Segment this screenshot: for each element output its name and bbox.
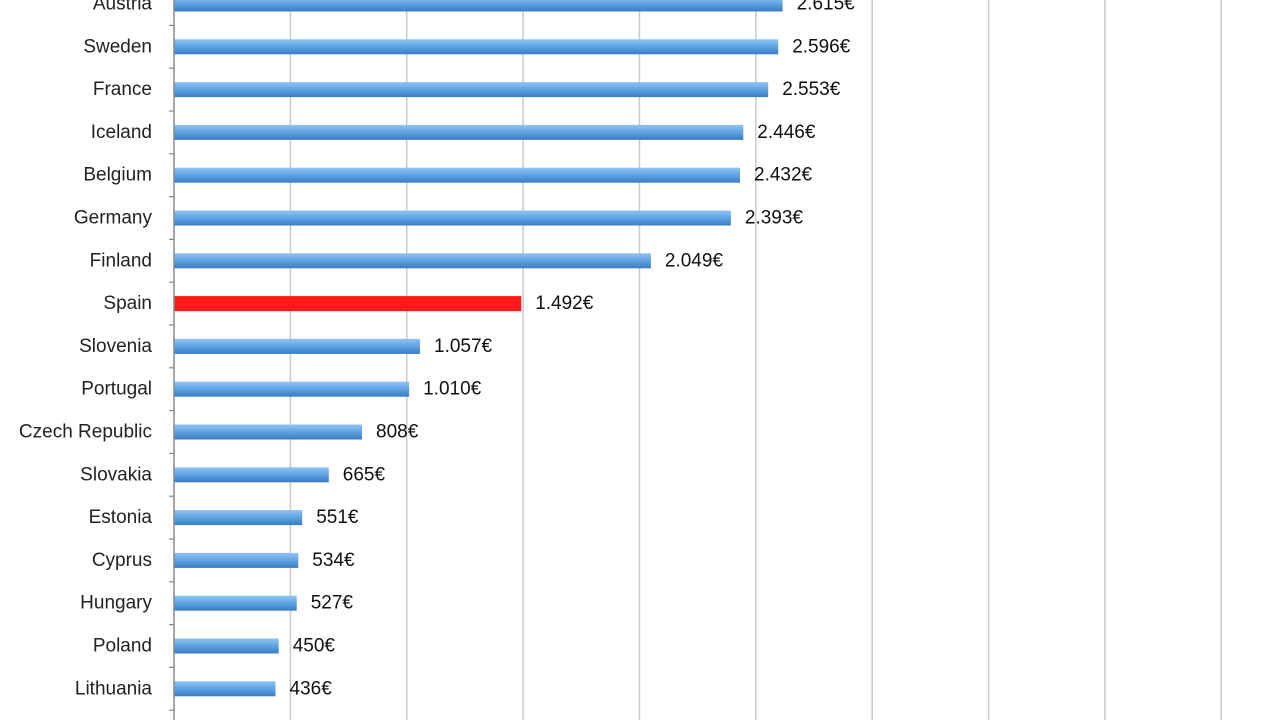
category-label: Belgium [83,165,152,186]
category-label: France [93,79,152,100]
value-label: 2.432€ [754,165,813,186]
value-label: 1.057€ [434,336,493,357]
category-label: Poland [93,636,152,657]
category-label: Czech Republic [19,422,152,443]
grid-lines [289,0,1223,720]
value-label: 2.446€ [757,122,816,143]
labels: Austria 2.615€ Sweden 2.596€ France 2.553€ Ice… [19,0,855,699]
bar-poland [174,638,279,654]
category-label: Lithuania [75,678,153,699]
bar-iceland [174,124,744,140]
bar-austria [174,0,783,12]
value-label: 808€ [376,422,419,443]
category-label: Germany [74,208,153,229]
category-label: Cyprus [92,550,152,571]
category-label: Finland [90,250,152,271]
value-label: 2.049€ [665,250,724,271]
bar-hungary [174,595,297,611]
bar-czech-republic [174,424,362,440]
value-label: 450€ [293,636,336,657]
bar-spain [174,296,522,312]
category-label: Portugal [81,379,152,400]
bar-germany [174,210,731,226]
bar-slovenia [174,338,420,354]
category-label: Iceland [91,122,152,143]
bar-cyprus [174,552,299,568]
bars [169,0,783,711]
value-label: 2.615€ [797,0,856,15]
category-label: Spain [103,293,152,314]
bar-estonia [174,510,303,526]
value-label: 665€ [343,464,386,485]
value-label: 551€ [316,507,359,528]
category-label: Slovakia [80,464,152,485]
bar-portugal [174,381,410,397]
value-label: 2.553€ [782,79,841,100]
bar-france [174,82,769,98]
value-label: 1.010€ [423,379,482,400]
value-label: 527€ [311,593,354,614]
category-label: Slovenia [79,336,152,357]
value-label: 534€ [312,550,355,571]
bar-finland [174,253,651,269]
value-label: 436€ [290,678,333,699]
bar-belgium [174,167,740,183]
category-label: Sweden [83,36,152,57]
bar-slovakia [174,467,329,483]
category-label: Estonia [89,507,153,528]
category-label: Austria [93,0,153,15]
bar-sweden [174,39,779,55]
value-label: 2.393€ [745,208,804,229]
value-label: 2.596€ [792,36,851,57]
bar-lithuania [174,681,276,697]
value-label: 1.492€ [535,293,594,314]
category-label: Hungary [80,593,152,614]
